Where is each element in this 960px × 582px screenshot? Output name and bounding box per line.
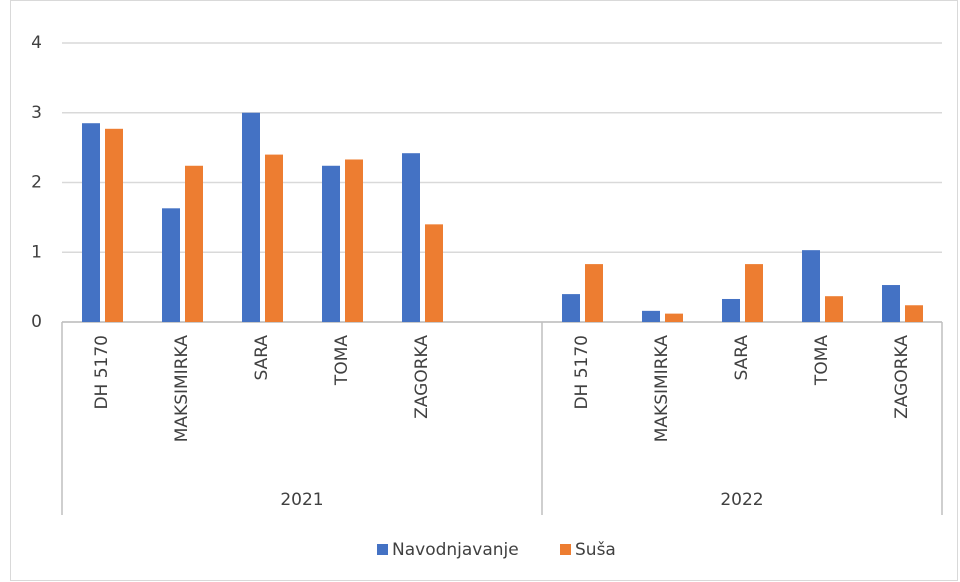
bar [185, 165, 203, 322]
bar [722, 298, 740, 322]
bar [562, 294, 580, 322]
x-tick-label: TOMA [812, 335, 832, 386]
bar [345, 159, 363, 322]
x-tick-label: TOMA [332, 335, 352, 386]
x-tick-label: MAKSIMIRKA [652, 335, 672, 443]
bar [825, 296, 843, 322]
bar [665, 313, 683, 322]
legend-swatch [560, 544, 571, 555]
bar [402, 153, 420, 322]
x-tick-label: ZAGORKA [412, 335, 432, 419]
group-label: 2022 [720, 490, 763, 510]
bar [425, 224, 443, 322]
bar [905, 305, 923, 322]
legend-label: Navodnjavanje [392, 540, 519, 560]
bar [265, 154, 283, 322]
x-tick-label: ZAGORKA [892, 335, 912, 419]
x-tick-label: SARA [252, 335, 272, 381]
bar [642, 310, 660, 322]
bar [585, 264, 603, 322]
x-tick-label: SARA [732, 335, 752, 381]
y-tick-label: 1 [31, 242, 42, 262]
x-tick-label: MAKSIMIRKA [172, 335, 192, 443]
bar [162, 208, 180, 322]
legend-label: Suša [575, 540, 616, 560]
y-tick-label: 4 [31, 33, 42, 53]
bar [242, 112, 260, 322]
bar [322, 165, 340, 322]
bar [802, 250, 820, 322]
bar [105, 128, 123, 322]
x-tick-label: DH 5170 [572, 335, 592, 410]
y-tick-label: 0 [31, 312, 42, 332]
x-tick-label: DH 5170 [92, 335, 112, 410]
group-label: 2021 [280, 490, 323, 510]
legend-swatch [377, 544, 388, 555]
bar [882, 285, 900, 322]
bar [745, 264, 763, 322]
y-tick-label: 3 [31, 103, 42, 123]
y-tick-label: 2 [31, 173, 42, 193]
bar [82, 123, 100, 323]
